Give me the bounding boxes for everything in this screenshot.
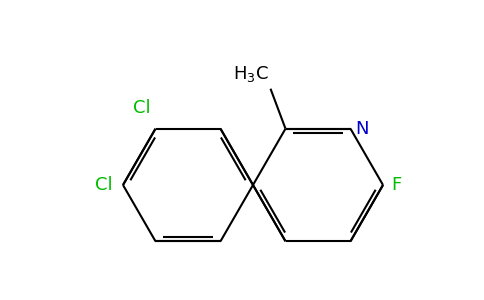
Text: F: F bbox=[391, 176, 401, 194]
Text: H$_3$C: H$_3$C bbox=[233, 64, 269, 84]
Text: Cl: Cl bbox=[95, 176, 113, 194]
Text: N: N bbox=[356, 120, 369, 138]
Text: Cl: Cl bbox=[133, 99, 151, 117]
